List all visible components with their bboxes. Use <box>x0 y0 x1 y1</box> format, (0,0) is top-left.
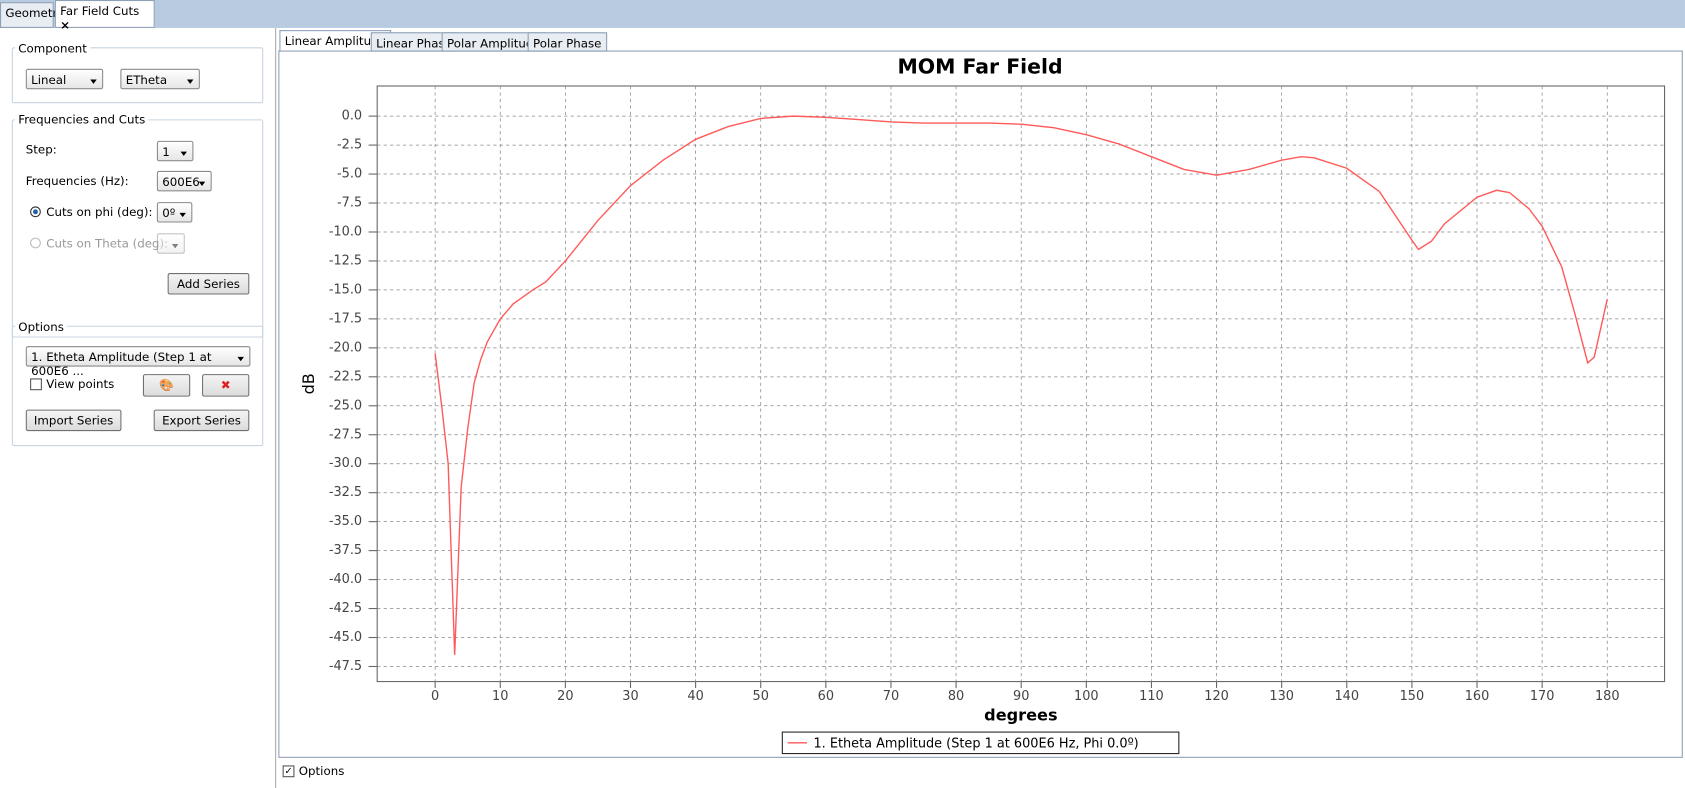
y-tick-label: -42.5 <box>329 601 362 616</box>
x-tick-label: 90 <box>1013 689 1029 704</box>
dropdown[interactable]: 1 <box>156 140 194 162</box>
data-line <box>434 115 1608 655</box>
x-tick-label: 170 <box>1530 689 1555 704</box>
color-button[interactable]: 🎨 <box>142 374 191 397</box>
y-tick-label: -12.5 <box>329 253 362 268</box>
x-tick-label: 60 <box>818 689 834 704</box>
x-tick-label: 130 <box>1269 689 1294 704</box>
x-tick-label: 10 <box>492 689 508 704</box>
y-tick-label: -47.5 <box>329 659 362 674</box>
chart-frame <box>278 50 1683 758</box>
x-tick-label: 30 <box>622 689 638 704</box>
dropdown[interactable] <box>156 233 185 254</box>
tab[interactable]: Polar Phase <box>527 32 607 52</box>
x-tick-label: 70 <box>883 689 899 704</box>
x-tick-label: 40 <box>687 689 703 704</box>
x-tick-label: 160 <box>1465 689 1490 704</box>
group <box>11 47 264 104</box>
y-tick-label: -32.5 <box>329 485 362 500</box>
tab-label: Far Field Cuts <box>60 4 140 19</box>
y-tick-label: -17.5 <box>329 311 362 326</box>
dropdown[interactable]: 600E6 <box>156 170 212 192</box>
legend-box <box>781 731 1180 755</box>
x-tick-label: 100 <box>1074 689 1099 704</box>
legend-label: 1. Etheta Amplitude (Step 1 at 600E6 Hz,… <box>813 736 1138 751</box>
y-tick-label: -30.0 <box>329 456 362 471</box>
label: Frequencies (Hz): <box>25 174 129 189</box>
y-tick-label: -7.5 <box>337 196 362 211</box>
y-tick-label: -5.0 <box>337 167 362 182</box>
chart-title: MOM Far Field <box>897 55 1062 79</box>
x-tick-label: 50 <box>753 689 769 704</box>
checkbox[interactable]: ✓ <box>282 765 295 778</box>
group-title: Component <box>15 41 91 56</box>
label: Cuts on Theta (deg): <box>46 236 169 251</box>
y-tick-label: -25.0 <box>329 398 362 413</box>
y-tick-label: -2.5 <box>337 138 362 153</box>
radio[interactable] <box>30 237 41 249</box>
checkbox[interactable] <box>30 378 42 391</box>
y-tick-label: -10.0 <box>329 224 362 239</box>
y-tick-label: -20.0 <box>329 340 362 355</box>
group-title: Frequencies and Cuts <box>15 112 149 127</box>
group <box>11 325 264 447</box>
radio[interactable] <box>30 206 41 218</box>
label: Cuts on phi (deg): <box>46 205 153 220</box>
group-title: Options <box>15 320 68 335</box>
y-axis-title: dB <box>299 373 318 394</box>
y-tick-label: -15.0 <box>329 282 362 297</box>
x-axis-title: degrees <box>984 705 1057 724</box>
button[interactable]: Add Series <box>167 273 250 295</box>
button[interactable]: Export Series <box>153 409 250 432</box>
tab[interactable]: Geometry <box>0 2 64 28</box>
delete-button[interactable]: ✖ <box>202 374 250 397</box>
label: View points <box>46 377 115 392</box>
y-tick-label: 0.0 <box>342 109 362 124</box>
dropdown[interactable]: 0º <box>156 202 193 223</box>
tab[interactable]: Linear Phase <box>370 32 458 52</box>
x-tick-label: 150 <box>1400 689 1425 704</box>
close-icon[interactable]: × <box>60 18 71 33</box>
tab-active[interactable]: Linear Amplitude <box>279 30 392 52</box>
x-tick-label: 140 <box>1334 689 1359 704</box>
x-tick-label: 80 <box>948 689 964 704</box>
x-tick-label: 20 <box>557 689 573 704</box>
x-tick-label: 110 <box>1139 689 1164 704</box>
x-tick-label: 180 <box>1595 689 1620 704</box>
button[interactable]: Import Series <box>25 409 122 432</box>
label: Options <box>298 764 345 779</box>
dropdown[interactable]: 1. Etheta Amplitude (Step 1 at 600E6 ... <box>25 346 251 378</box>
y-tick-label: -45.0 <box>329 630 362 645</box>
x-tick-label: 120 <box>1204 689 1229 704</box>
tab-active[interactable]: Far Field Cuts × <box>54 0 155 32</box>
y-tick-label: -37.5 <box>329 543 362 558</box>
x-tick-label: 0 <box>431 689 439 704</box>
y-tick-label: -27.5 <box>329 427 362 442</box>
tab-bar <box>0 0 1685 28</box>
left-panel: Component Lineal ETheta Frequencies and … <box>0 27 277 788</box>
y-tick-label: -40.0 <box>329 572 362 587</box>
label: Step: <box>25 142 57 157</box>
dropdown[interactable]: ETheta <box>120 68 200 90</box>
y-tick-label: -22.5 <box>329 369 362 384</box>
y-tick-label: -35.0 <box>329 514 362 529</box>
dropdown[interactable]: Lineal <box>25 68 104 90</box>
